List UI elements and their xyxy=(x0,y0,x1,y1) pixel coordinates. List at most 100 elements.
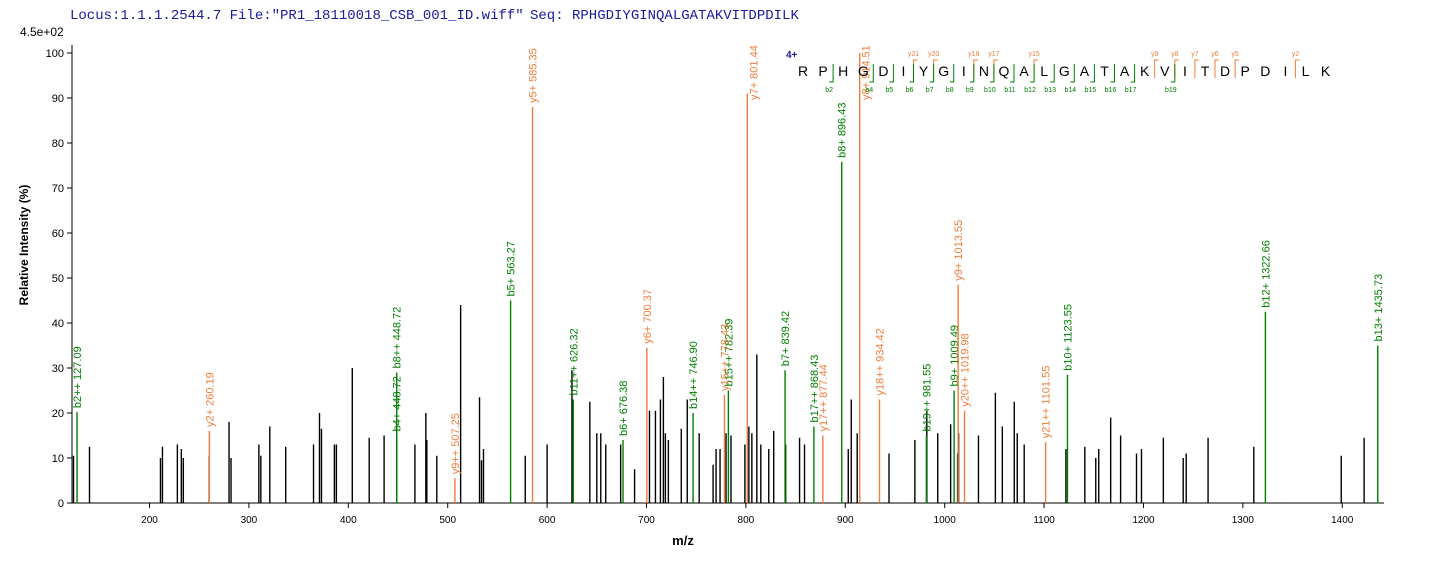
b-fragment: b7 xyxy=(926,87,934,94)
b-fragment: b12 xyxy=(1024,87,1036,94)
x-axis-label: m/z xyxy=(672,533,694,548)
x-tick-label: 200 xyxy=(141,515,158,526)
y-fragment: y8 xyxy=(1171,51,1179,58)
b-split xyxy=(889,64,894,83)
y-tick-label: 100 xyxy=(46,48,64,60)
residue: Q xyxy=(999,63,1010,79)
b-split xyxy=(1130,64,1136,83)
residue: I xyxy=(1283,63,1287,79)
residue: K xyxy=(1140,63,1150,79)
x-tick-label: 1200 xyxy=(1132,515,1155,526)
y-fragment: y20 xyxy=(928,51,939,58)
peak-label: b4+ 448.72 xyxy=(392,376,404,431)
residue: D xyxy=(1260,63,1270,79)
y-split xyxy=(1294,59,1300,78)
b-fragment: b11 xyxy=(1004,87,1015,94)
x-tick-label: 1400 xyxy=(1331,515,1354,526)
y-tick-label: 10 xyxy=(52,453,64,465)
residue: I xyxy=(902,63,906,79)
peak-label: b8+ 896.43 xyxy=(837,103,849,158)
b-fragment: b5 xyxy=(886,87,894,94)
residue: P xyxy=(1241,63,1250,79)
residue: T xyxy=(1100,63,1109,79)
residue: G xyxy=(858,63,869,79)
x-tick-label: 1100 xyxy=(1033,515,1055,526)
peak-label: y7+ 801.44 xyxy=(748,45,760,100)
peak-label: b17++ 868.43 xyxy=(809,355,821,423)
x-tick-label: 300 xyxy=(241,515,258,526)
residue: A xyxy=(1080,63,1090,79)
peak-label: b12+ 1322.66 xyxy=(1260,240,1272,308)
y-split xyxy=(993,59,998,78)
b-split xyxy=(1170,64,1176,83)
y-fragment: y6 xyxy=(1211,51,1219,58)
residue: Y xyxy=(919,63,929,79)
y-split xyxy=(1194,59,1199,78)
y-split xyxy=(1154,59,1159,78)
y-fragment: y18 xyxy=(968,51,979,58)
peak-label: y17++ 877.44 xyxy=(818,364,830,431)
x-tick-label: 1000 xyxy=(934,515,957,526)
residue: R xyxy=(798,63,808,79)
y-split xyxy=(933,59,938,78)
b-split xyxy=(909,64,914,83)
b-fragment: b19 xyxy=(1165,87,1177,94)
y-tick-label: 60 xyxy=(52,228,64,240)
b-split xyxy=(929,64,935,83)
peak-label: b7+ 839.42 xyxy=(780,311,792,366)
residue: D xyxy=(1220,63,1230,79)
y-split xyxy=(1174,59,1179,78)
x-tick-label: 1300 xyxy=(1232,515,1255,526)
residue: D xyxy=(878,63,888,79)
x-tick-label: 800 xyxy=(738,515,755,526)
b-split xyxy=(1010,64,1015,83)
y-axis-label: Relative Intensity (%) xyxy=(17,185,31,306)
peak-label: y15++ 778.43 xyxy=(719,324,731,391)
residue: N xyxy=(979,63,989,79)
peak-label: b2++ 127.09 xyxy=(72,346,84,408)
peak-label: b8++ 448.72 xyxy=(392,307,404,369)
b-split xyxy=(829,64,834,83)
residue: H xyxy=(838,63,848,79)
b-split xyxy=(949,64,955,83)
b-split xyxy=(1090,64,1095,83)
x-tick-label: 900 xyxy=(837,515,854,526)
b-fragment: b2 xyxy=(825,87,833,94)
residue: A xyxy=(1019,63,1029,79)
y-split xyxy=(973,59,978,78)
peak-label: b13+ 1435.73 xyxy=(1373,274,1385,342)
y-fragment: y2 xyxy=(1292,51,1300,58)
y-tick-label: 90 xyxy=(52,93,64,105)
y-tick-label: 40 xyxy=(52,318,64,330)
b-fragment: b16 xyxy=(1105,87,1117,94)
b-split xyxy=(1070,64,1075,83)
y-tick-label: 80 xyxy=(52,138,64,150)
b-fragment: b14 xyxy=(1064,87,1076,94)
residue: I xyxy=(962,63,966,79)
peak-label: y5+ 585.35 xyxy=(528,48,540,103)
b-split xyxy=(969,64,975,83)
y-tick-label: 50 xyxy=(52,273,64,285)
seq-header: Seq: RPHGDIYGINQALGATAKVITDPDILK xyxy=(530,8,799,24)
residue: I xyxy=(1183,63,1187,79)
y-fragment: y15 xyxy=(1028,51,1039,58)
x-tick-label: 600 xyxy=(539,515,556,526)
y-tick-label: 70 xyxy=(52,183,64,195)
peak-label: b10+ 1123.55 xyxy=(1062,304,1074,371)
residue: L xyxy=(1302,63,1310,79)
b-split xyxy=(1030,64,1035,83)
y-tick-label: 0 xyxy=(58,498,64,510)
peak-label: b15++ 782.39 xyxy=(723,319,735,387)
peak-label: y2+ 260.19 xyxy=(204,372,216,427)
peak-label: y9+ 1013.55 xyxy=(953,220,965,281)
b-fragment: b6 xyxy=(906,87,914,94)
y-split xyxy=(1234,59,1240,78)
b-fragment: b8 xyxy=(946,87,954,94)
y-split xyxy=(913,59,918,78)
b-fragment: b10 xyxy=(984,87,996,94)
peak-label: y6+ 700.37 xyxy=(642,289,654,344)
residue: P xyxy=(818,63,827,79)
b-fragment: b13 xyxy=(1044,87,1056,94)
scale-label: 4.5e+02 xyxy=(20,25,64,39)
